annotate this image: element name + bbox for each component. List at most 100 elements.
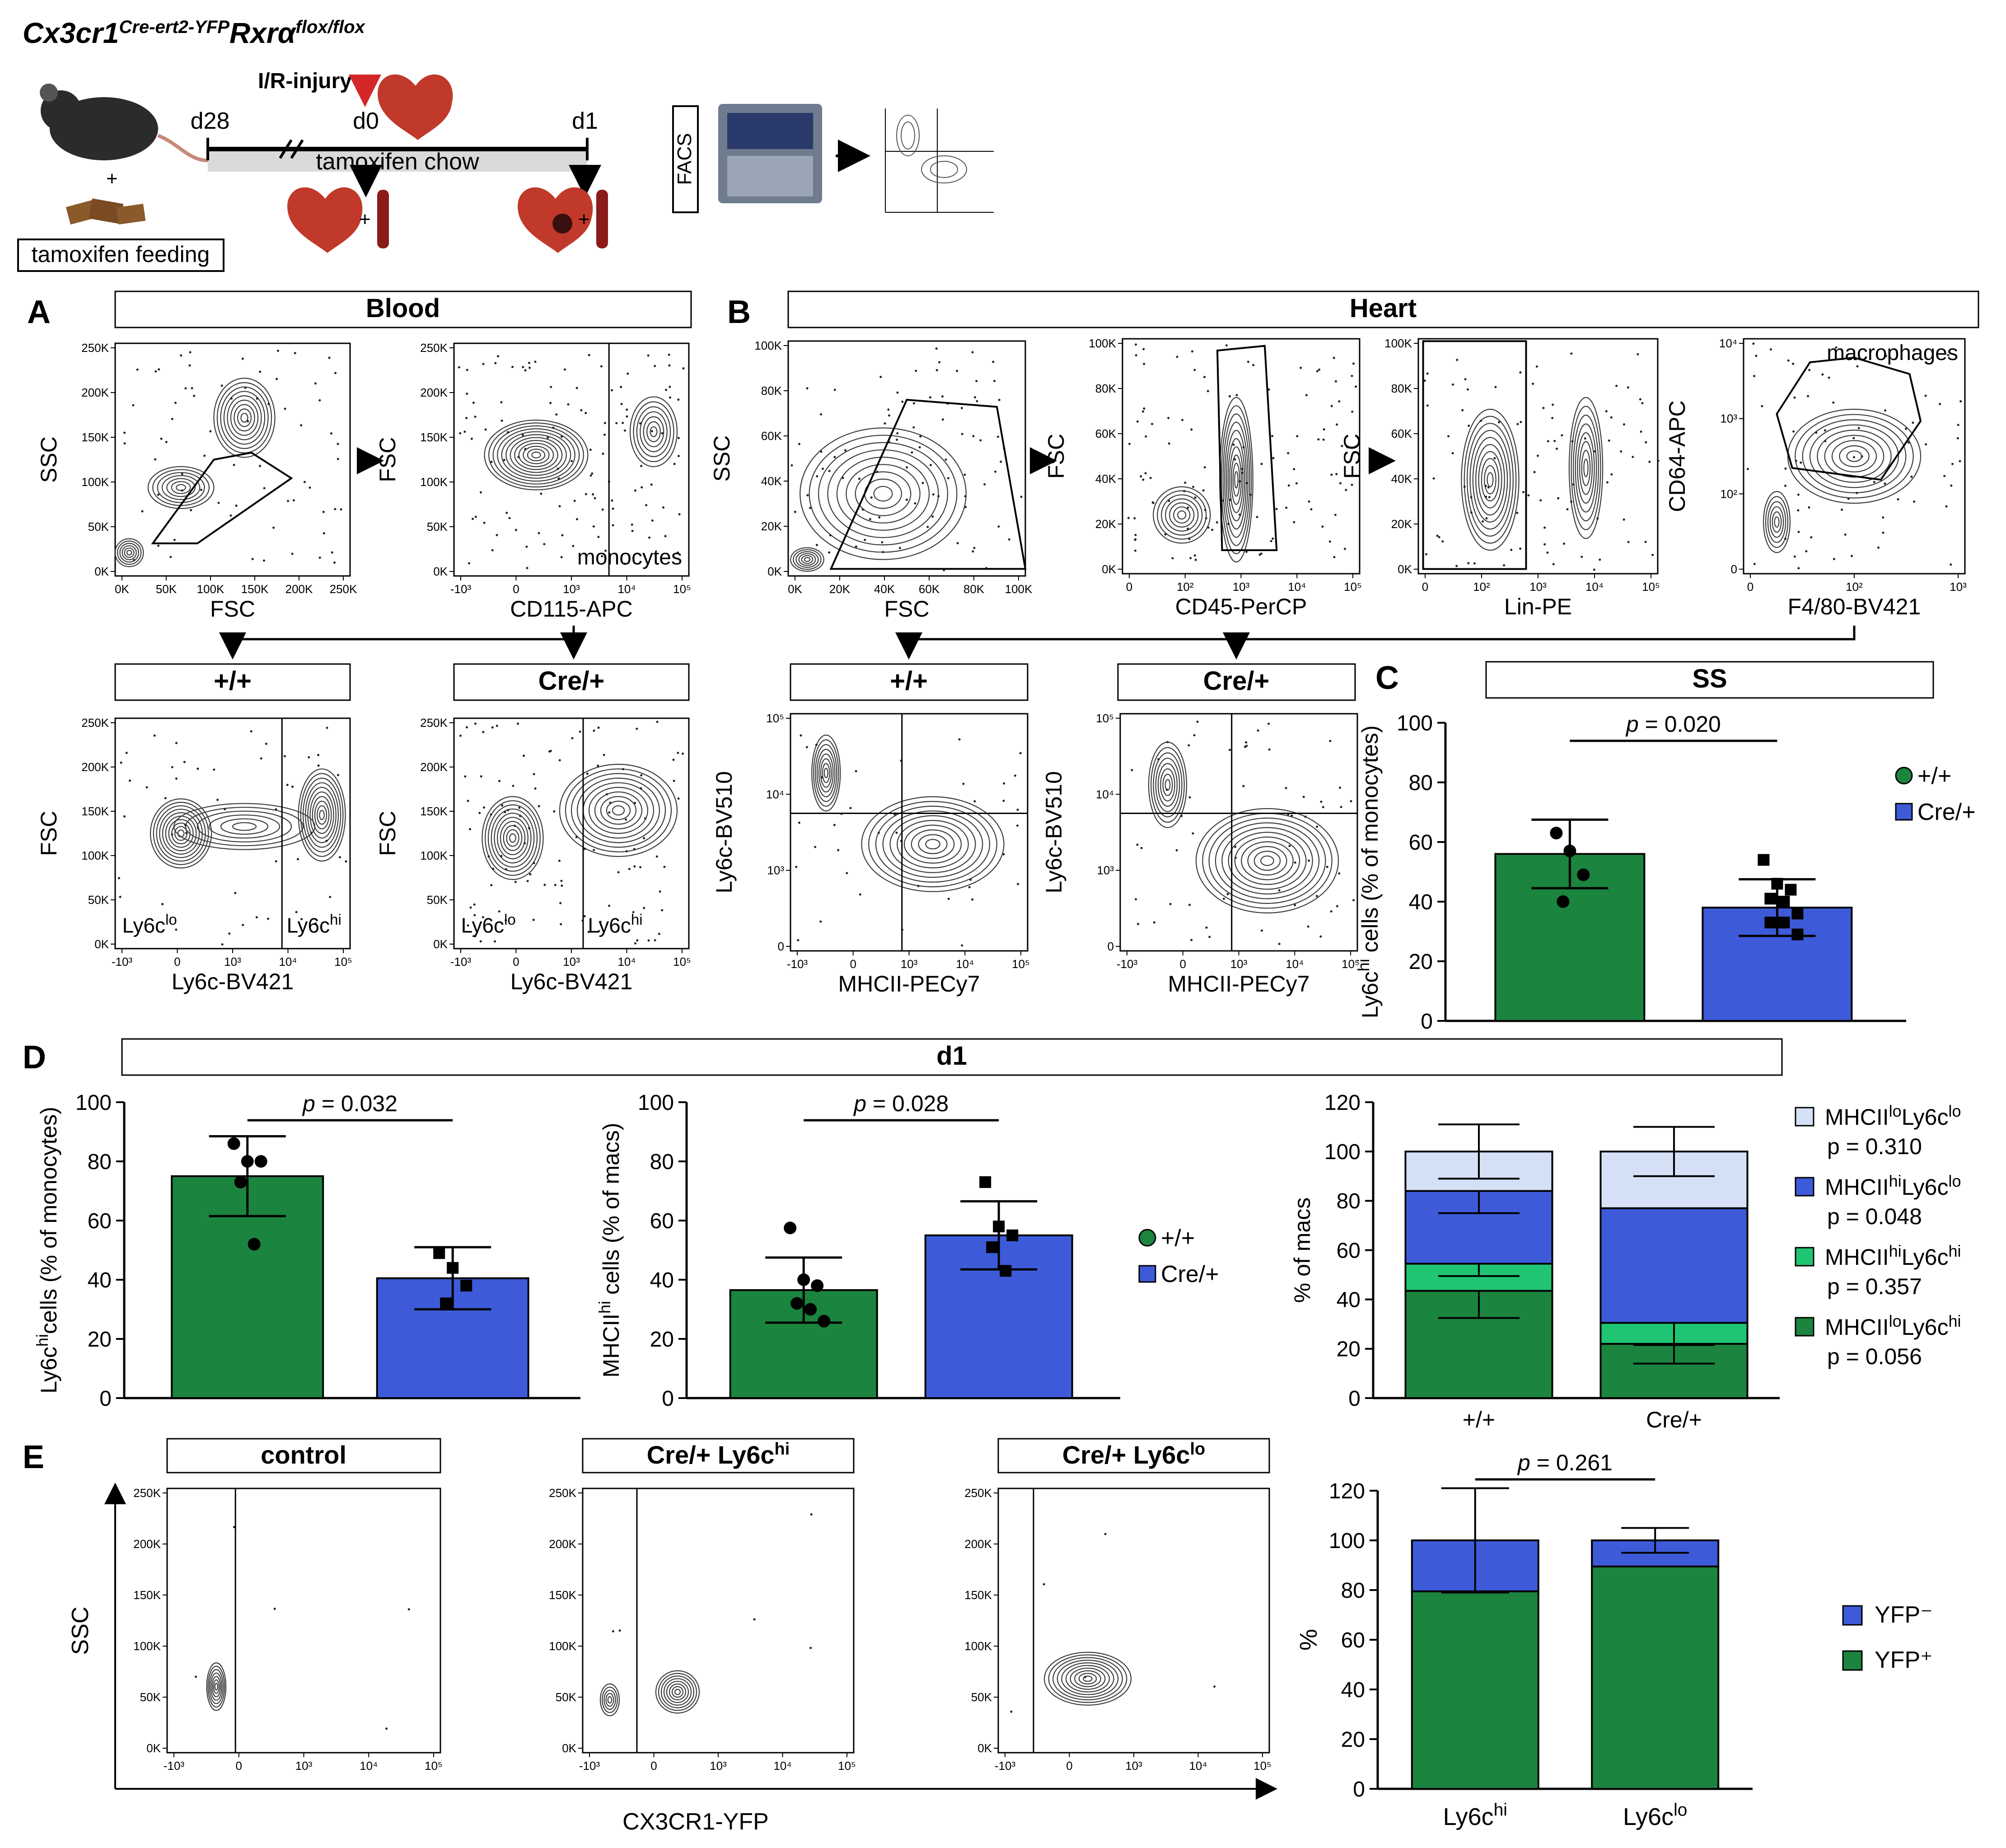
y-tick-label: 0K xyxy=(1102,562,1116,576)
contour-line xyxy=(1809,424,1899,488)
x-tick-label: 0 xyxy=(1126,580,1132,594)
event-dot xyxy=(1644,541,1647,543)
event-dot xyxy=(975,380,978,383)
event-dot xyxy=(819,413,822,416)
label-sup: hi xyxy=(1494,1800,1507,1820)
event-dot xyxy=(528,362,531,365)
day-d28-label: d28 xyxy=(191,108,230,134)
event-dot xyxy=(1455,565,1458,567)
label-sup: hi xyxy=(1948,1242,1961,1260)
event-dot xyxy=(631,529,634,532)
event-dot xyxy=(583,915,586,917)
event-dot xyxy=(1557,497,1560,500)
event-dot xyxy=(1810,536,1813,539)
x-tick-label: +/+ xyxy=(1463,1407,1495,1432)
event-dot xyxy=(1939,402,1941,405)
event-dot xyxy=(407,1608,410,1611)
event-dot xyxy=(317,753,320,756)
panel-letter-c: C xyxy=(1375,660,1399,696)
event-dot xyxy=(1861,455,1863,458)
event-dot xyxy=(492,867,495,870)
contour-line xyxy=(230,399,259,436)
contour-line xyxy=(795,551,819,568)
event-dot xyxy=(926,526,929,529)
event-dot xyxy=(633,848,636,851)
event-dot xyxy=(286,784,289,786)
p-value: = 0.032 xyxy=(315,1091,397,1116)
event-dot xyxy=(1452,383,1454,386)
y-tick-label: 100K xyxy=(549,1639,576,1653)
label-base: Ly6c xyxy=(287,913,330,937)
legend-label: MHCIIloLy6chi xyxy=(1825,1312,1961,1340)
contour-line xyxy=(640,411,668,452)
contour-line xyxy=(1048,1654,1127,1703)
event-dot xyxy=(244,387,247,389)
event-dot xyxy=(1950,484,1953,487)
y-tick-label: 60 xyxy=(1409,831,1433,855)
y-axis-label: FSC xyxy=(375,437,400,482)
event-dot xyxy=(514,529,517,531)
event-dot xyxy=(1142,348,1145,351)
event-dot xyxy=(496,725,498,727)
event-dot xyxy=(599,921,602,923)
event-dot xyxy=(157,493,159,496)
event-dot xyxy=(1516,423,1519,426)
contour-line xyxy=(1070,1667,1106,1690)
event-dot xyxy=(567,403,570,406)
contour-line xyxy=(918,834,948,854)
event-dot xyxy=(665,388,668,391)
contour-line xyxy=(213,378,276,458)
event-dot xyxy=(482,916,484,919)
event-dot xyxy=(548,750,551,753)
data-point xyxy=(993,1221,1005,1233)
event-dot xyxy=(1216,521,1218,524)
event-dot xyxy=(1355,385,1357,388)
heart-fsc-ssc-plot: 100K 80K 60K 40K 20K 0K 0K 20K 40K 60K 80K 100K FSC S… xyxy=(709,339,1033,622)
event-dot xyxy=(1605,410,1608,412)
contour-line xyxy=(1153,486,1211,544)
event-dot xyxy=(1769,348,1772,351)
event-dot xyxy=(328,356,331,359)
contour-line xyxy=(855,471,912,516)
event-dot xyxy=(123,431,126,434)
event-dot xyxy=(1267,388,1270,391)
p-value-label: p = 0.032 xyxy=(302,1091,397,1116)
event-dot xyxy=(1426,404,1429,407)
event-dot xyxy=(895,438,898,441)
event-dot xyxy=(1456,359,1459,361)
label-base: Ly6c xyxy=(1902,1244,1949,1270)
event-dot xyxy=(931,515,934,518)
event-dot xyxy=(1535,365,1538,368)
event-dot xyxy=(896,391,899,394)
event-dot xyxy=(1532,383,1534,385)
event-dot xyxy=(543,543,546,546)
event-dot xyxy=(1308,859,1310,862)
event-dot xyxy=(1882,516,1884,519)
event-dot xyxy=(589,474,592,477)
event-dot xyxy=(1017,883,1019,885)
event-dot xyxy=(1136,420,1139,423)
contour-line xyxy=(818,442,949,546)
event-dot xyxy=(533,862,535,865)
event-dot xyxy=(1234,458,1236,461)
contour-line xyxy=(1150,747,1185,823)
event-dot xyxy=(945,458,947,461)
contour-line xyxy=(629,396,678,468)
schematic: Cx3cr1Cre-ert2-YFPRxrαflox/flox + tamoxi… xyxy=(17,17,994,272)
contour-line xyxy=(827,449,939,538)
x-tick-label: 10⁵ xyxy=(673,955,691,968)
blood-cre-ly6c-plot: 250K 200K 150K 100K 50K 0K-10³ 0 10³ 10⁴ 10⁵ Ly6c-… xyxy=(375,716,691,994)
contour-line xyxy=(314,800,330,829)
contour-line xyxy=(196,810,292,842)
event-dot xyxy=(1627,541,1630,543)
y-tick-label: 200K xyxy=(81,760,109,774)
y-tick-label: 60K xyxy=(1095,427,1117,440)
event-dot xyxy=(837,849,840,851)
event-dot xyxy=(1193,369,1196,371)
event-dot xyxy=(1225,344,1228,347)
label-sup: hi xyxy=(1889,1242,1902,1260)
x-tick-label: 10² xyxy=(1177,580,1194,594)
event-dot xyxy=(1755,355,1758,357)
event-dot xyxy=(1335,380,1337,383)
event-dot xyxy=(1563,543,1566,545)
